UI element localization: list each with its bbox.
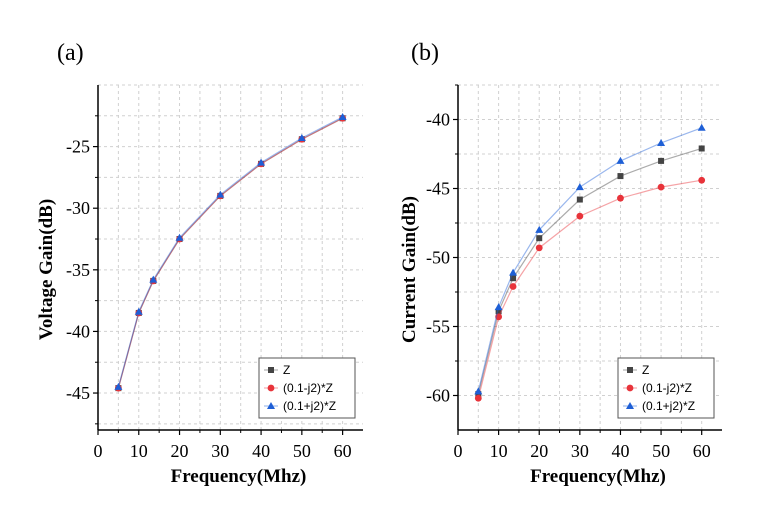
legend-swatch-marker [626,384,634,392]
legend-swatch-marker [626,402,634,409]
legend-entry-label: Z [642,363,649,377]
x-tick-label: 60 [334,441,352,461]
x-axis-title: Frequency(Mhz) [171,466,307,487]
data-point [474,387,483,395]
legend: Z (0.1-j2)*Z (0.1+j2)*Z [617,357,715,419]
data-point [175,233,184,241]
series-plus-j2 [474,123,706,395]
series-line [117,117,343,389]
data-point [576,212,584,220]
series-line [117,116,343,388]
y-tick-label: -55 [426,317,450,337]
data-point [616,156,625,164]
series-line [477,147,702,395]
data-point [257,158,266,166]
data-point [698,176,706,184]
data-point [510,275,517,282]
series-plus-j2 [114,113,347,390]
data-point [617,194,624,202]
data-point [575,183,584,191]
data-point [536,235,543,242]
y-tick-label: -40 [66,321,90,341]
x-tick-label: 30 [211,441,229,461]
y-tick-label: -30 [66,198,90,218]
series-line [117,117,343,389]
y-tick-label: -45 [426,179,450,199]
y-tick-label: -25 [66,137,90,157]
panel-label: (a) [57,40,84,66]
y-tick-label: -45 [66,383,90,403]
data-point [535,225,544,233]
legend-entry-label: Z [283,363,290,377]
y-tick-label: -35 [66,260,90,280]
series-z [115,115,346,392]
data-point [495,308,502,315]
legend-swatch-marker [267,402,275,409]
data-point [658,157,665,164]
x-tick-label: 20 [530,441,548,461]
series-minus-j2 [114,114,347,392]
grid-lines [458,84,722,430]
legend-entry-label: (0.1-j2)*Z [283,381,333,395]
legend-entry-label: (0.1+j2)*Z [283,399,336,413]
data-point [657,138,666,146]
data-point [617,173,624,180]
legend-entry-label: (0.1+j2)*Z [642,399,695,413]
data-point [697,123,706,131]
legend-swatch-marker [267,384,275,392]
panel-label: (b) [411,40,439,66]
grid-lines [98,84,363,430]
x-tick-label: 40 [252,441,270,461]
data-point [657,183,665,191]
data-point [114,382,123,390]
y-tick-label: -40 [426,110,450,130]
data-point [535,244,543,252]
x-tick-label: 0 [454,441,463,461]
x-tick-label: 60 [693,441,711,461]
data-point [474,394,482,402]
x-tick-label: 10 [130,441,148,461]
x-tick-label: 10 [490,441,508,461]
y-tick-label: -60 [426,386,450,406]
x-tick-label: 30 [571,441,589,461]
chart-panel-b: (b) 0 10 20 30 40 50 60 -60 -55 -50 -45 -40 Frequency… [399,40,722,487]
data-point [509,283,517,290]
data-point [494,303,503,311]
legend: Z (0.1-j2)*Z (0.1+j2)*Z [258,357,356,419]
legend-swatch-marker [627,367,633,373]
data-point [509,268,518,276]
y-tick-label: -50 [426,248,450,268]
chart-panel-a: (a) 0 10 20 30 40 50 60 -45 -40 -35 -30 -25 Frequency… [36,40,363,487]
legend-swatch-marker [268,367,274,373]
series-line [477,127,702,392]
x-tick-label: 50 [652,441,670,461]
series-line [477,179,702,399]
data-point [698,145,705,152]
x-tick-label: 40 [611,441,629,461]
x-axis-title: Frequency(Mhz) [530,466,666,487]
data-point [495,313,503,321]
data-point [297,133,306,141]
y-axis-title: Voltage Gain(dB) [36,199,57,340]
data-point [216,190,225,198]
data-point [134,307,143,315]
x-tick-label: 0 [94,441,103,461]
data-point [149,275,158,283]
y-axis-title: Current Gain(dB) [399,196,420,343]
data-point [576,196,583,203]
data-point [338,113,347,121]
series-minus-j2 [474,176,706,402]
x-tick-label: 50 [293,441,311,461]
legend-entry-label: (0.1-j2)*Z [642,381,692,395]
x-tick-label: 20 [171,441,189,461]
